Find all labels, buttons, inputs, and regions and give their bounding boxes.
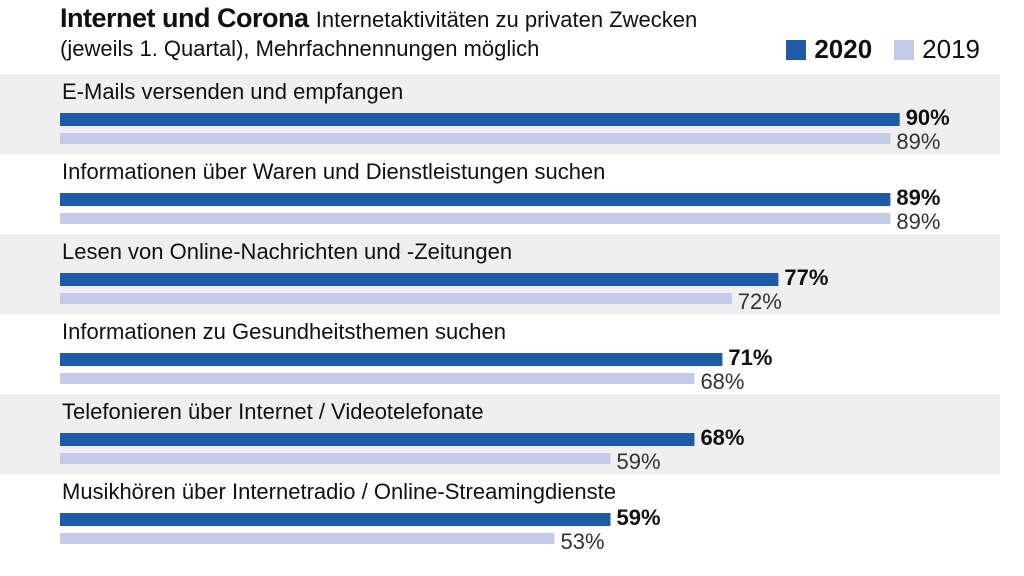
chart-legend: 2020 2019 [764,34,980,65]
category-label: Telefonieren über Internet / Videotelefo… [62,399,484,424]
chart-title: Internet und Corona [60,3,309,33]
value-label-2020: 68% [700,425,744,450]
value-label-2019: 68% [700,369,744,394]
category-label: Musikhören über Internetradio / Online-S… [62,479,616,504]
legend-item-2020: 2020 [786,34,872,65]
category-label: Lesen von Online-Nachrichten und -Zeitun… [62,239,512,264]
chart-subtitle-1: Internetaktivitäten zu privaten Zwecken [315,7,698,32]
value-label-2020: 77% [784,265,828,290]
value-label-2019: 53% [560,529,604,554]
chart-header: Internet und Corona Internetaktivitäten … [60,2,1000,62]
legend-swatch-2020 [786,39,807,60]
bar-2019 [60,453,611,464]
legend-label-2020: 2020 [814,34,873,64]
bar-2019 [60,133,891,144]
bar-2019 [60,533,555,544]
value-label-2020: 89% [896,185,940,210]
bar-2019 [60,213,891,224]
value-label-2020: 90% [906,105,950,130]
legend-label-2019: 2019 [922,34,980,64]
value-label-2020: 71% [728,345,772,370]
value-label-2019: 89% [896,129,940,154]
category-label: Informationen über Waren und Dienstleist… [62,159,605,184]
bar-2019 [60,293,732,304]
bar-2020 [60,273,779,286]
bar-2020 [60,353,723,366]
bar-2020 [60,513,611,526]
category-label: E-Mails versenden und empfangen [62,79,403,104]
value-label-2019: 89% [896,209,940,234]
chart-subtitle-2: (jeweils 1. Quartal), Mehrfachnennungen … [60,36,540,61]
legend-swatch-2019 [894,39,915,60]
bar-2020 [60,193,891,206]
bar-2019 [60,373,695,384]
bar-2020 [60,433,695,446]
value-label-2019: 72% [738,289,782,314]
bar-2020 [60,113,900,126]
value-label-2020: 59% [616,505,660,530]
legend-item-2019: 2019 [894,34,980,65]
value-label-2019: 59% [616,449,660,474]
title-line: Internet und Corona Internetaktivitäten … [60,2,1000,36]
category-label: Informationen zu Gesundheitsthemen suche… [62,319,506,344]
